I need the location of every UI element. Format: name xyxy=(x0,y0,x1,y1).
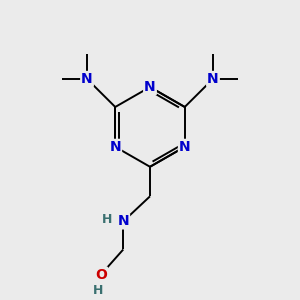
Text: N: N xyxy=(144,80,156,94)
Text: N: N xyxy=(110,140,121,154)
Text: N: N xyxy=(117,214,129,228)
Text: N: N xyxy=(179,140,190,154)
Text: N: N xyxy=(81,72,93,86)
Text: H: H xyxy=(93,284,103,297)
Text: H: H xyxy=(102,213,112,226)
Text: O: O xyxy=(95,268,107,282)
Text: N: N xyxy=(207,72,219,86)
